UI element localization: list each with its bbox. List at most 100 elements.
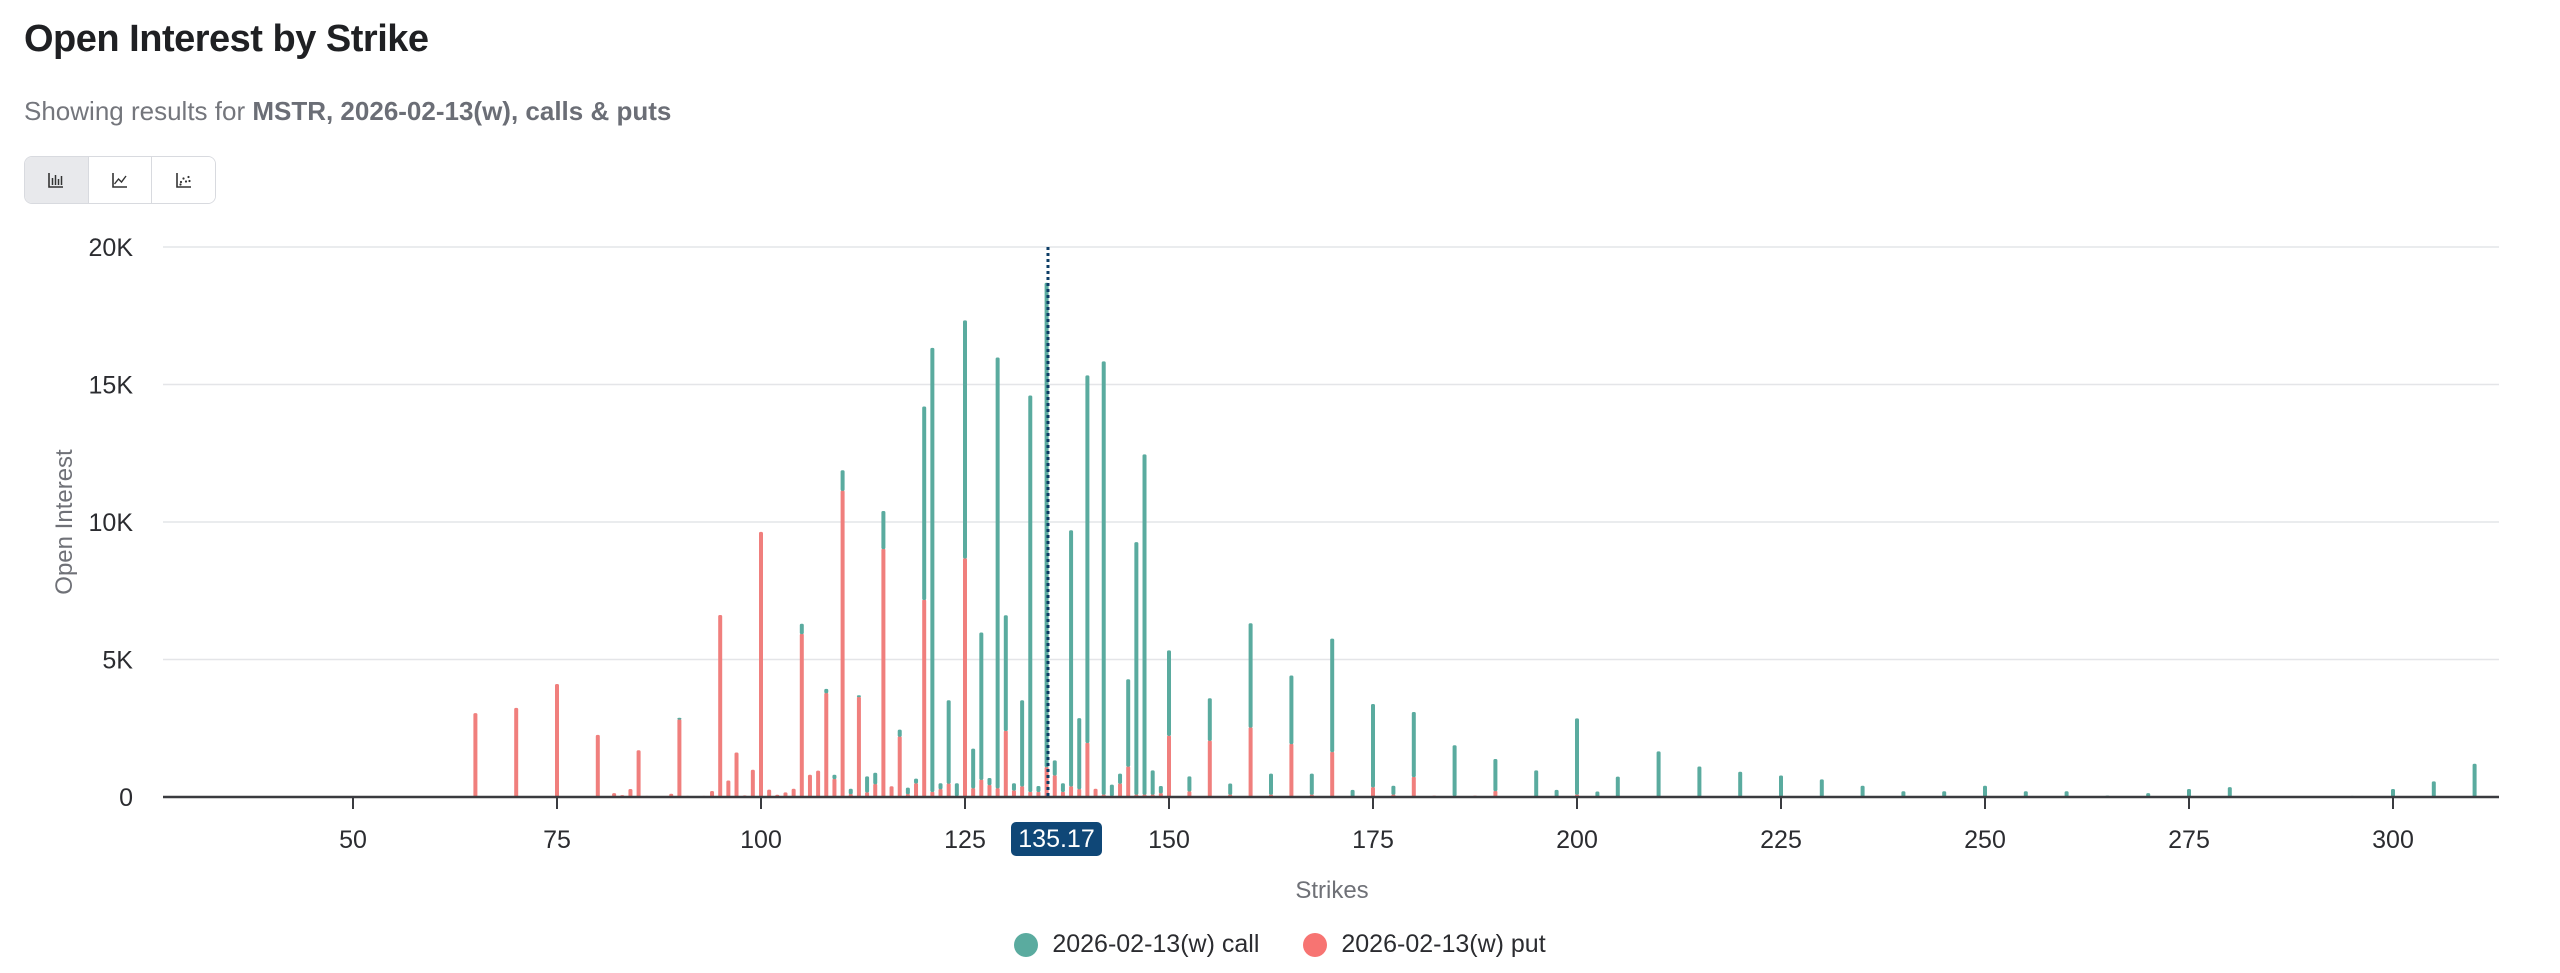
strike-bar[interactable]	[2064, 791, 2069, 797]
strike-bar[interactable]	[1028, 395, 1033, 798]
strike-bar[interactable]	[914, 778, 919, 797]
strike-bar[interactable]	[1330, 638, 1335, 797]
strike-bar[interactable]	[1134, 542, 1139, 797]
strike-bar[interactable]	[555, 683, 559, 797]
strike-bar[interactable]	[840, 470, 845, 797]
strike-bar[interactable]	[1101, 361, 1106, 797]
strike-bar[interactable]	[1554, 789, 1559, 797]
strike-bar[interactable]	[799, 623, 804, 797]
strike-bar[interactable]	[1289, 675, 1294, 797]
strike-bar[interactable]	[1779, 775, 1783, 797]
strike-bar[interactable]	[987, 778, 992, 797]
strike-bar[interactable]	[1077, 718, 1082, 797]
strike-bar[interactable]	[726, 780, 731, 798]
strike-bar[interactable]	[1020, 700, 1025, 797]
strike-bar[interactable]	[881, 511, 886, 797]
strike-bar[interactable]	[1069, 530, 1074, 797]
strike-bar[interactable]	[995, 357, 1000, 797]
strike-bar[interactable]	[963, 320, 967, 797]
strike-bar[interactable]	[979, 632, 984, 797]
strike-bar[interactable]	[1819, 779, 1824, 797]
strike-bar[interactable]	[1452, 745, 1457, 797]
strike-bar[interactable]	[905, 787, 910, 797]
strike-bar[interactable]	[1150, 770, 1155, 797]
line-chart-button[interactable]	[88, 157, 153, 203]
legend-item-put[interactable]: 2026-02-13(w) put	[1303, 930, 1546, 959]
strike-bar[interactable]	[897, 729, 902, 797]
strike-bar[interactable]	[954, 783, 959, 797]
strike-bar[interactable]	[1126, 679, 1131, 797]
strike-bar[interactable]	[865, 776, 870, 797]
strike-bar[interactable]	[946, 700, 951, 797]
strike-bar[interactable]	[718, 614, 723, 797]
legend-item-call[interactable]: 2026-02-13(w) call	[1014, 930, 1259, 959]
strike-bar[interactable]	[595, 734, 600, 797]
strike-bar[interactable]	[1044, 282, 1049, 797]
strike-bar[interactable]	[1093, 788, 1098, 797]
bar-chart-button[interactable]	[25, 157, 89, 203]
strike-bar[interactable]	[873, 772, 878, 797]
strike-bar[interactable]	[1248, 623, 1253, 797]
strike-bar[interactable]	[2023, 791, 2028, 797]
strike-bar[interactable]	[1109, 784, 1114, 797]
strike-bar[interactable]	[2472, 763, 2477, 797]
strike-bar[interactable]	[1738, 771, 1743, 797]
strike-bar[interactable]	[1901, 791, 1906, 797]
strike-bar[interactable]	[473, 713, 478, 797]
strike-bar[interactable]	[1187, 776, 1192, 797]
strike-bar[interactable]	[1052, 760, 1057, 797]
strike-bar[interactable]	[922, 406, 927, 798]
strike-bar[interactable]	[677, 717, 682, 797]
strike-bar[interactable]	[824, 688, 829, 797]
strike-bar[interactable]	[1167, 650, 1171, 797]
strike-bar[interactable]	[1158, 786, 1163, 797]
strike-bar[interactable]	[2187, 789, 2191, 797]
strike-bar[interactable]	[1228, 783, 1233, 797]
strike-bar[interactable]	[1309, 773, 1314, 797]
strike-bar[interactable]	[1697, 766, 1702, 797]
strike-bar[interactable]	[1656, 751, 1661, 797]
strike-bar[interactable]	[832, 774, 837, 797]
strike-bar[interactable]	[514, 707, 519, 797]
strike-bar[interactable]	[1269, 773, 1273, 797]
strike-bar[interactable]	[767, 789, 772, 797]
strike-bar[interactable]	[628, 789, 633, 797]
strike-bar[interactable]	[1411, 712, 1416, 797]
scatter-chart-button[interactable]	[152, 157, 215, 203]
strike-bar[interactable]	[1118, 773, 1123, 797]
strike-bar[interactable]	[1350, 789, 1355, 797]
strike-bar[interactable]	[1036, 786, 1041, 797]
strike-bar[interactable]	[1060, 783, 1065, 797]
strike-bar[interactable]	[759, 531, 763, 797]
strike-bar[interactable]	[1142, 454, 1147, 797]
strike-bar[interactable]	[1493, 759, 1498, 797]
strike-bar[interactable]	[1003, 615, 1008, 797]
strike-bar[interactable]	[1207, 698, 1212, 797]
strike-bar[interactable]	[1575, 718, 1579, 797]
strike-bar[interactable]	[856, 695, 861, 797]
strike-bar[interactable]	[1942, 791, 1947, 797]
strike-bar[interactable]	[2227, 787, 2232, 797]
strike-bar[interactable]	[791, 788, 796, 797]
strike-bar[interactable]	[1011, 783, 1016, 797]
strike-bar[interactable]	[2431, 781, 2436, 797]
strike-bar[interactable]	[636, 750, 641, 797]
strike-bar[interactable]	[710, 790, 715, 797]
strike-bar[interactable]	[1983, 785, 1987, 797]
strike-bar[interactable]	[1534, 770, 1539, 797]
strike-bar[interactable]	[1085, 375, 1090, 797]
strike-bar[interactable]	[750, 769, 755, 797]
strike-bar[interactable]	[889, 786, 894, 797]
strike-bar[interactable]	[2391, 789, 2395, 797]
strike-bar[interactable]	[971, 748, 976, 797]
strike-bar[interactable]	[1615, 776, 1620, 797]
strike-bar[interactable]	[734, 752, 739, 797]
strike-bar[interactable]	[1595, 791, 1600, 798]
strike-bar[interactable]	[1860, 785, 1865, 797]
strike-bar[interactable]	[807, 774, 812, 797]
strike-bar[interactable]	[1371, 704, 1375, 797]
strike-bar[interactable]	[930, 347, 935, 797]
strike-bar[interactable]	[938, 783, 943, 797]
strike-bar[interactable]	[816, 770, 821, 797]
strike-bar[interactable]	[1391, 785, 1396, 797]
